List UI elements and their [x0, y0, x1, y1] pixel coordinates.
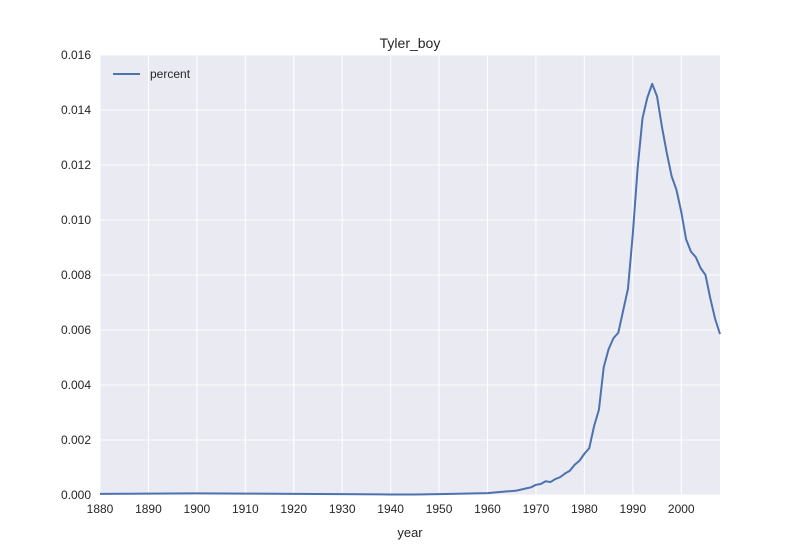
series-lines — [99, 82, 721, 496]
x-axis-label: year — [397, 525, 423, 540]
grid — [99, 54, 720, 496]
legend-label: percent — [150, 67, 191, 81]
y-tick-label: 0.000 — [61, 488, 91, 502]
x-tick-label: 1940 — [377, 502, 404, 516]
y-tick-label: 0.016 — [61, 48, 91, 62]
x-tick-label: 1960 — [474, 502, 501, 516]
legend: percent — [113, 67, 191, 81]
series-line-percent — [99, 82, 721, 496]
x-tick-label: 1920 — [280, 502, 307, 516]
y-tick-label: 0.010 — [61, 213, 91, 227]
y-tick-label: 0.012 — [61, 158, 91, 172]
x-tick-label: 1970 — [523, 502, 550, 516]
y-tick-label: 0.008 — [61, 268, 91, 282]
x-tick-label: 1910 — [232, 502, 259, 516]
x-axis-ticks: 1880 1890 1900 1910 1920 1930 1940 1950 1960 1970… — [87, 502, 695, 516]
chart-title: Tyler_boy — [380, 35, 441, 51]
y-tick-label: 0.014 — [61, 103, 91, 117]
x-tick-label: 1880 — [87, 502, 114, 516]
x-tick-label: 1930 — [329, 502, 356, 516]
x-tick-label: 1890 — [135, 502, 162, 516]
x-tick-label: 1990 — [619, 502, 646, 516]
x-tick-label: 2000 — [668, 502, 695, 516]
y-tick-label: 0.006 — [61, 323, 91, 337]
y-tick-label: 0.004 — [61, 378, 91, 392]
x-tick-label: 1900 — [184, 502, 211, 516]
x-tick-label: 1980 — [571, 502, 598, 516]
y-axis-ticks: 0.000 0.002 0.004 0.006 0.008 0.010 0.012 0.014… — [61, 48, 91, 502]
x-tick-label: 1950 — [426, 502, 453, 516]
y-tick-label: 0.002 — [61, 433, 91, 447]
